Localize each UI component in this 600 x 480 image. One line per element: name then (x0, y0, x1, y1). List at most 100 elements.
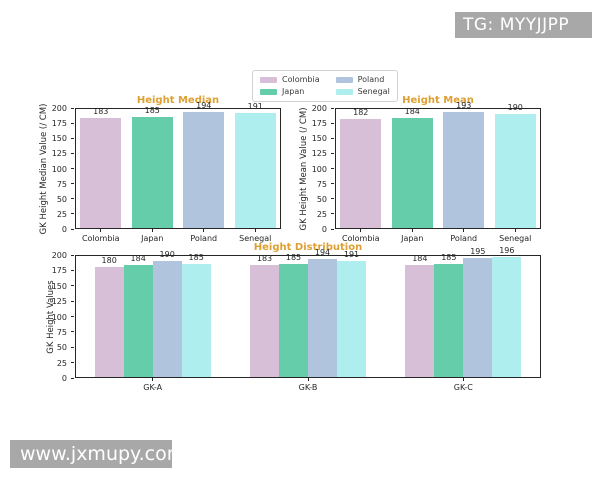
x-tick-mark (151, 229, 153, 232)
bar-value-label: 191 (247, 102, 263, 112)
y-tick-label: 25 (316, 209, 327, 219)
bar-gk-c-senegal (492, 257, 522, 377)
bar-gk-a-japan (123, 264, 153, 377)
y-axis-label: GK Height Values (46, 279, 56, 354)
y-tick-label: 125 (311, 149, 327, 159)
y-tick-label: 100 (311, 164, 327, 174)
bar-value-label: 193 (456, 101, 472, 111)
y-tick-label: 125 (51, 149, 67, 159)
bar-value-label: 194 (196, 100, 212, 110)
y-tick-label: 75 (56, 327, 67, 337)
y-tick-mark (71, 198, 74, 200)
y-tick-mark (331, 198, 334, 200)
y-tick-mark (331, 107, 334, 109)
bar-value-label: 184 (404, 106, 420, 116)
bar-value-label: 190 (507, 103, 523, 113)
legend-item-label: Japan (282, 87, 305, 96)
bar-gk-a-poland (152, 261, 182, 377)
y-tick-mark (71, 316, 74, 317)
legend-item-senegal: Senegal (335, 87, 390, 97)
x-tick-mark (152, 378, 154, 381)
bar-value-label: 195 (470, 247, 486, 257)
x-tick-label: GK-A (143, 383, 163, 392)
bar-gk-c-japan (434, 264, 464, 377)
y-tick-mark (331, 183, 334, 185)
bar-gk-b-poland (308, 258, 337, 377)
y-tick-label: 0 (321, 225, 327, 234)
x-tick-mark (411, 229, 413, 232)
y-tick-label: 150 (311, 134, 327, 144)
y-tick-mark (71, 107, 74, 109)
y-tick-mark (331, 137, 334, 139)
y-tick-mark (71, 183, 74, 185)
y-tick-label: 100 (51, 312, 67, 322)
y-tick-label: 150 (51, 281, 67, 291)
y-tick-label: 150 (51, 134, 67, 144)
y-tick-mark (71, 362, 74, 364)
legend-swatch-icon (335, 89, 353, 95)
y-tick-label: 175 (311, 119, 327, 129)
bar-gk-b-colombia (250, 265, 279, 377)
x-tick-label: Senegal (499, 234, 532, 243)
bar-value-label: 196 (499, 246, 515, 256)
x-tick-mark (463, 229, 465, 232)
y-tick-label: 175 (51, 266, 67, 276)
bar-japan (131, 117, 173, 228)
legend-swatch-icon (260, 77, 277, 83)
bar-value-label: 190 (159, 250, 175, 260)
bar-value-label: 180 (101, 256, 117, 266)
y-axis-label: GK Height Mean Value (/ CM) (299, 106, 309, 231)
bar-poland (183, 111, 225, 228)
x-tick-label: GK-C (453, 383, 473, 392)
x-tick-label: Japan (401, 234, 424, 243)
legend-item-poland: Poland (335, 75, 390, 85)
chart-title: Height Distribution (253, 242, 363, 253)
chart-title: Height Median (136, 95, 220, 106)
y-tick-mark (71, 346, 74, 348)
bar-value-label: 194 (314, 247, 331, 257)
y-tick-mark (331, 213, 334, 215)
y-tick-label: 175 (51, 119, 67, 129)
y-tick-label: 0 (61, 225, 67, 234)
plot-area (75, 108, 281, 229)
y-tick-mark (71, 152, 74, 154)
x-tick-label: Japan (141, 234, 164, 243)
x-tick-mark (360, 229, 362, 232)
legend-item-label: Senegal (357, 87, 390, 96)
bar-colombia (340, 118, 382, 228)
bar-poland (443, 112, 485, 228)
legend-item-colombia: Colombia (260, 75, 320, 85)
bar-senegal (494, 114, 536, 228)
bar-colombia (80, 118, 122, 228)
y-tick-mark (71, 122, 74, 124)
watermark-telegram-badge: TG: MYYJJPP (455, 12, 592, 38)
y-tick-label: 50 (316, 194, 327, 204)
y-tick-mark (71, 285, 74, 287)
bar-value-label: 184 (130, 253, 146, 263)
y-tick-mark (71, 377, 74, 379)
y-tick-label: 200 (311, 104, 327, 113)
x-tick-label: Senegal (239, 234, 272, 243)
x-tick-mark (462, 378, 464, 381)
plot-area (75, 255, 541, 378)
y-tick-mark (331, 228, 334, 230)
legend-item-label: Poland (357, 75, 385, 84)
bar-gk-a-colombia (94, 267, 124, 377)
legend-swatch-icon (260, 89, 277, 95)
y-tick-mark (71, 300, 74, 302)
y-tick-mark (71, 331, 74, 333)
bar-gk-c-poland (463, 258, 493, 377)
legend-item-japan: Japan (260, 87, 320, 97)
bar-value-label: 182 (353, 107, 369, 117)
y-tick-label: 50 (56, 194, 67, 204)
y-tick-label: 100 (51, 164, 67, 174)
x-tick-mark (307, 378, 309, 381)
chart-legend: Colombia Japan Poland Senegal (252, 70, 398, 102)
y-tick-label: 200 (51, 251, 67, 260)
x-tick-mark (514, 229, 516, 232)
bar-value-label: 185 (441, 253, 457, 263)
plot-area (335, 108, 541, 229)
y-axis-label: GK Height Median Value (/ CM) (39, 103, 49, 234)
bar-gk-c-colombia (405, 264, 435, 377)
